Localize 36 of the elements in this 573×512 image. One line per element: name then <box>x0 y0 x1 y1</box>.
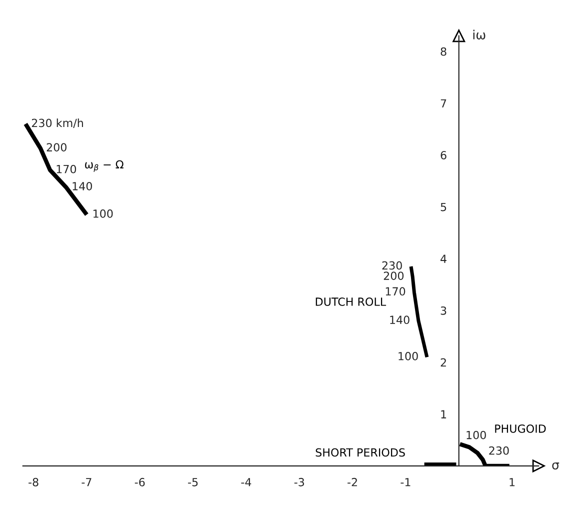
y-tick-label: 8 <box>440 47 446 56</box>
annotation: 100 <box>93 209 113 218</box>
y-tick-label: 4 <box>440 254 446 263</box>
annotation: 230 km/h <box>32 118 83 128</box>
x-tick-label: -2 <box>348 478 357 486</box>
x-axis-title: σ <box>552 462 560 470</box>
x-tick-label: -4 <box>241 478 252 486</box>
x-tick-label: -5 <box>188 478 198 486</box>
text: DUTCH ROLL <box>316 298 386 306</box>
x-tick-label: -3 <box>294 478 304 486</box>
y-tick-label: 3 <box>440 306 446 315</box>
annotation: 170 <box>386 287 406 296</box>
annotation: 200 <box>384 272 404 280</box>
y-tick-label: 6 <box>440 150 446 160</box>
line-series <box>458 442 512 466</box>
y-tick-label: 5 <box>440 202 446 212</box>
annotation: 140 <box>72 182 92 190</box>
y-axis-title: iω <box>473 30 486 40</box>
text: PHUGOID <box>495 424 546 433</box>
y-tick-label: 7 <box>440 99 446 108</box>
x-tick-label: 1 <box>510 478 515 486</box>
series-label: SHORT PERIODS <box>316 448 405 457</box>
annotation: 100 <box>466 430 486 440</box>
y-tick-label: 1 <box>441 410 446 418</box>
annotation: 230 <box>382 261 402 270</box>
annotation: 140 <box>390 316 410 324</box>
x-tick-label: -1 <box>400 478 410 486</box>
annotation: 100 <box>398 352 418 360</box>
x-tick-label: -8 <box>28 478 38 486</box>
text: ω$_{β}$ − Ω <box>85 160 124 172</box>
x-tick-label: -7 <box>82 478 92 486</box>
annotation: 170 <box>56 164 76 174</box>
x-tick-label: -6 <box>134 478 145 486</box>
y-tick-label: 2 <box>440 358 446 367</box>
annotation: 230 <box>489 446 509 455</box>
annotation: 200 <box>46 143 66 152</box>
